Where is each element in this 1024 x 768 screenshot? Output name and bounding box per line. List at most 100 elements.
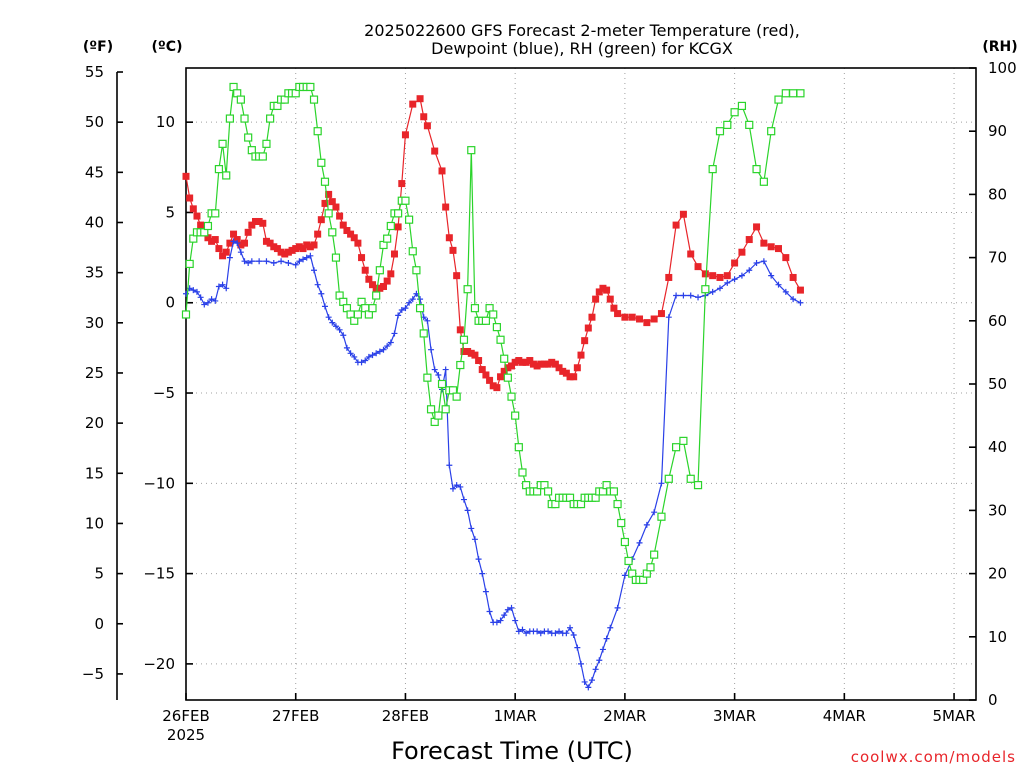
temperature-point [358,254,366,262]
dewpoint-point [695,294,702,301]
rh-point [481,316,491,325]
rh-point [507,392,516,401]
chart-title-line-1: 2025022600 GFS Forecast 2-meter Temperat… [364,21,800,40]
rh-point [492,323,501,332]
dewpoint-point [567,624,574,631]
x-tick-label: 4MAR [823,707,866,725]
rh-point [470,304,480,313]
rh-point [459,335,469,344]
dewpoint-point [449,485,456,492]
rh-point [317,158,326,167]
rh-point [613,499,622,509]
rh-line [185,85,801,581]
temperature-point [500,367,508,375]
temperature-point [716,273,724,281]
temperature-point [259,219,267,227]
rh-point [372,291,381,300]
rh-point [745,120,754,129]
temperature-point [295,243,303,251]
temperature-point [504,364,512,372]
temperature-point [588,313,596,321]
credit-text: coolwx.com/models [851,748,1016,766]
temperature-point [610,304,618,312]
rh-point [511,411,520,420]
temperature-point [467,349,475,357]
dewpoint-point [435,371,442,378]
dewpoint-point [482,588,489,595]
temperature-point [369,281,377,289]
dewpoint-point [417,296,424,303]
dewpoint-point [314,281,321,288]
rh-point [774,95,783,104]
dewpoint-point [651,509,658,516]
temperature-point [266,239,274,247]
rh-point [514,443,523,452]
temperature-point [244,228,252,236]
dewpoint-point [285,260,292,267]
temperature-point [592,295,600,303]
rh-point [266,114,275,123]
rh-point [375,266,384,275]
dewpoint-point [380,346,387,353]
dewpoint-point [318,290,325,297]
rh-point [423,373,432,382]
dewpoint-point [464,507,471,514]
temperature-point [445,234,453,242]
celsius-tick-label: −15 [143,565,175,583]
temperature-point [672,221,680,229]
rh-tick-label: 40 [988,438,1007,456]
rh-point [181,310,191,319]
dewpoint-point [687,292,694,299]
temperature-point [380,282,387,290]
dewpoint-point [270,260,277,267]
temperature-point [782,254,790,262]
temperature-point [336,212,344,220]
x-tick-label: 28FEB [382,707,429,725]
dewpoint-point [292,261,299,268]
dewpoint-point [351,353,358,360]
dewpoint-point [406,299,413,306]
temperature-point [460,347,468,355]
dewpoint-point [614,604,621,611]
temperature-point [277,248,285,256]
rh-point [309,95,319,104]
temperature-point [537,360,545,368]
temperature-point [606,295,614,303]
rh-point [415,304,425,313]
fahrenheit-tick-label: 50 [85,113,104,131]
temperature-point [628,313,636,321]
dewpoint-point [428,346,435,353]
fahrenheit-tick-label: 5 [94,565,104,583]
rh-point [650,550,659,559]
temperature-point [390,250,398,258]
x-axis-title: Forecast Time (UTC) [391,737,633,765]
dewpoint-point [278,258,285,265]
tick-labels: 5550454035302520151050−51050−5−10−15−201… [82,59,1017,744]
dewpoint-point [537,630,544,637]
rh-tick-label: 90 [988,122,1007,140]
temperature-point [361,266,369,274]
dewpoint-point [556,628,563,635]
temperature-point [650,315,658,323]
rh-point [408,247,417,256]
rh-point [518,468,527,477]
temperature-point [288,246,296,254]
rh-point [463,285,472,294]
temperature-point [317,216,325,224]
rh-point [671,443,681,452]
dewpoint-point [457,483,464,490]
dewpoint-point [409,296,416,303]
fahrenheit-tick-label: 35 [85,264,104,282]
dewpoint-point [263,258,270,265]
dewpoint-point [446,462,453,469]
rh-point [405,215,414,224]
temperature-point [438,167,446,175]
dewpoint-point [493,619,500,626]
rh-point [657,512,666,521]
rh-point [664,474,673,483]
rh-point [320,177,330,186]
dewpoint-point [395,312,402,319]
temperature-point [303,241,311,249]
rh-point [646,563,655,572]
temperature-point [701,270,709,278]
